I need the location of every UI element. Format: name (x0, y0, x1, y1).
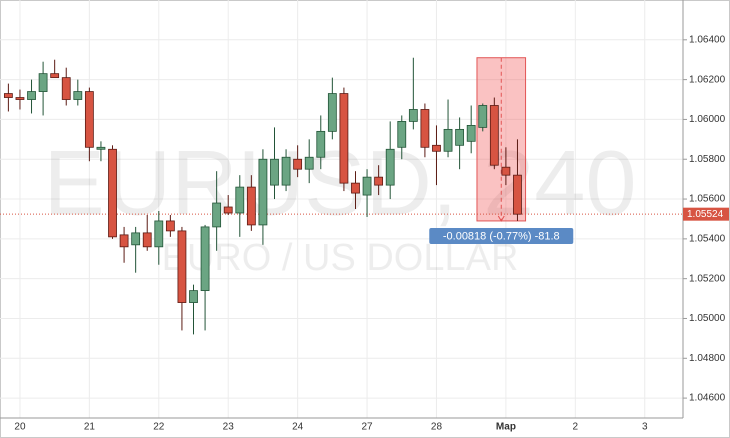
x-tick-label: 28 (431, 422, 443, 433)
candle-body (374, 176, 384, 186)
candle-body (223, 206, 233, 214)
candle-body (3, 93, 13, 98)
candle-body (246, 186, 256, 226)
candle-body (327, 93, 337, 132)
candle-body (513, 174, 522, 215)
candle-body (50, 73, 60, 79)
y-tick-label: 1.05800 (689, 154, 726, 165)
candle-body (408, 109, 418, 122)
y-tick-label: 1.06400 (689, 34, 726, 45)
candle-body (281, 156, 291, 186)
x-tick-label: 22 (153, 422, 165, 433)
measure-label-bg (429, 227, 574, 244)
candle-body (443, 128, 453, 152)
y-tick-label: 1.06000 (689, 114, 726, 125)
x-tick-label: Мар (496, 422, 516, 433)
candle-body (131, 232, 141, 246)
y-tick-label: 1.04800 (689, 353, 726, 364)
y-tick-label: 1.04600 (689, 393, 726, 404)
candle-body (466, 125, 476, 142)
candle-body (362, 176, 372, 196)
measure-arrowhead (497, 215, 505, 222)
candle-body (385, 148, 395, 186)
candle-body (73, 91, 83, 100)
candle-body (304, 156, 314, 170)
y-tick-label: 1.05600 (689, 194, 726, 205)
candle-body (15, 97, 25, 100)
x-tick-label: 20 (14, 422, 26, 433)
candle-body (142, 232, 152, 248)
y-tick-label: 1.05000 (689, 313, 726, 324)
candle-body (61, 77, 71, 100)
candle-body (270, 158, 279, 186)
candle-body (501, 166, 511, 176)
y-tick-label: 1.05200 (689, 273, 726, 284)
candle-body (165, 220, 175, 232)
candle-body (316, 130, 326, 158)
candle-body (478, 105, 488, 128)
candle-body (200, 226, 210, 292)
x-tick-label: 27 (361, 422, 373, 433)
candle-body (119, 234, 129, 248)
candle-body (420, 109, 430, 148)
x-tick-label: 24 (292, 422, 304, 433)
watermark-subtitle: EURO / US DOLLAR (162, 237, 519, 279)
candle-body (27, 91, 36, 100)
last-price-label: 1.05524 (687, 209, 724, 220)
candle-body (258, 158, 268, 226)
last-price-bg (683, 207, 729, 221)
x-tick-label: 23 (223, 422, 235, 433)
candle-body (84, 91, 94, 148)
candle-body (432, 144, 441, 152)
candle-body (177, 230, 187, 303)
x-tick-label: 21 (84, 422, 96, 433)
candle-body (108, 148, 117, 238)
candle-body (38, 73, 48, 92)
candle-body (293, 158, 303, 170)
candle-body (397, 121, 407, 148)
candle-body (339, 93, 349, 184)
candle-body (154, 220, 164, 248)
candle-body (96, 146, 106, 150)
x-tick-label: 3 (642, 422, 648, 433)
candle-body (235, 186, 245, 214)
y-tick-label: 1.05400 (689, 233, 726, 244)
y-tick-label: 1.06200 (689, 74, 726, 85)
candle-body (351, 182, 360, 194)
candle-body (489, 105, 499, 166)
candle-body (212, 202, 222, 228)
x-tick-label: 2 (573, 422, 579, 433)
candle-body (189, 290, 198, 303)
measure-label: -0.00818 (-0.77%) -81.8 (443, 230, 560, 242)
candle-body (455, 128, 465, 146)
